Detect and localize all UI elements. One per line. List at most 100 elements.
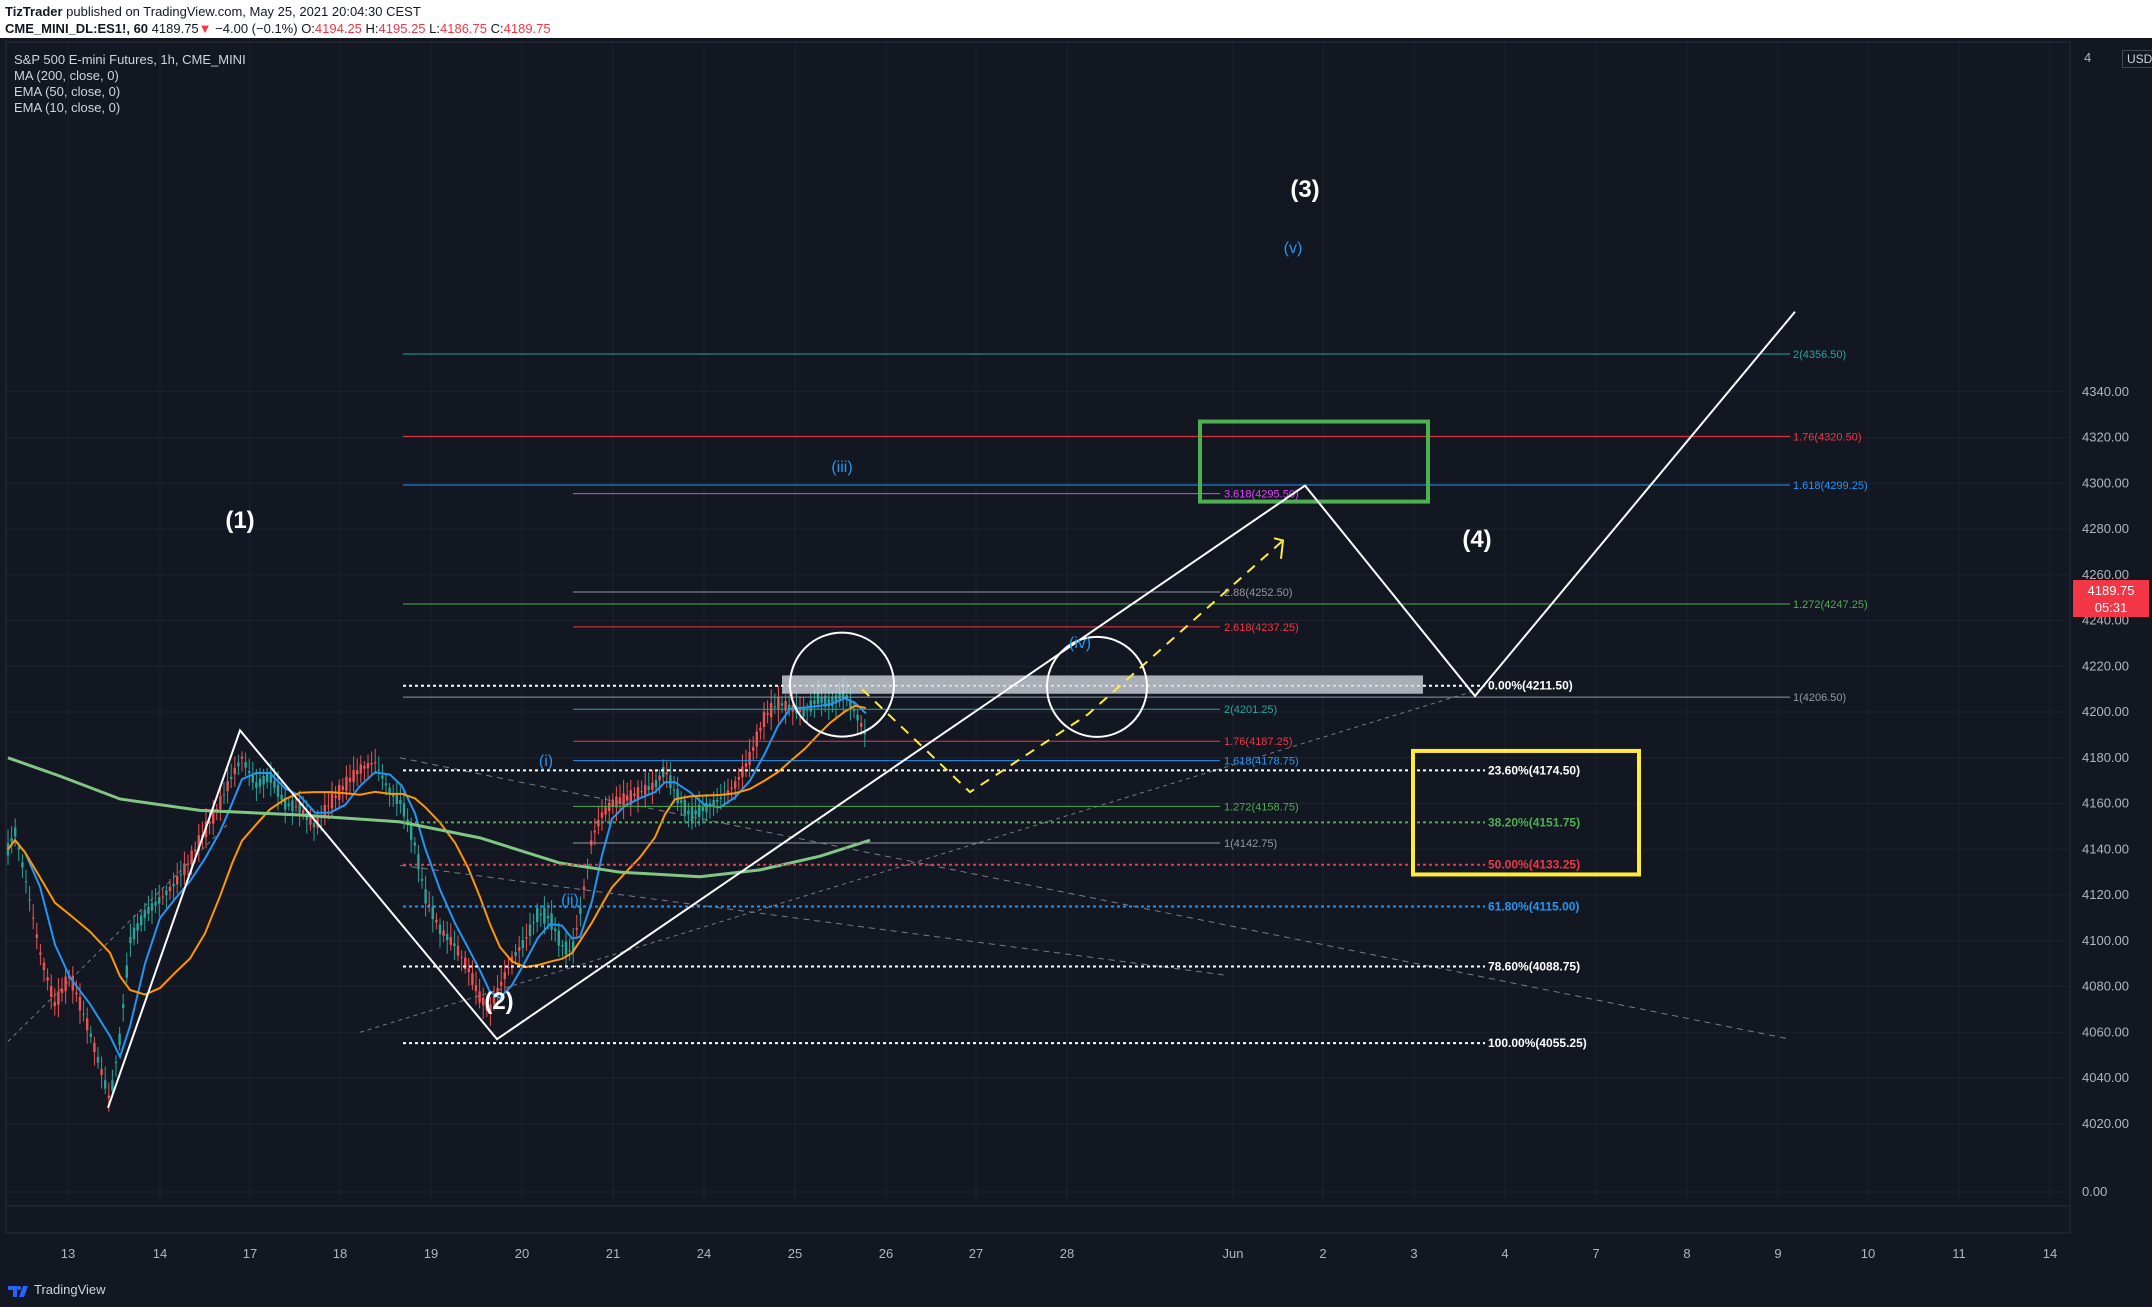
candle-body: [208, 821, 211, 824]
candle-body: [618, 797, 622, 805]
time-tick-label: 4: [1501, 1246, 1508, 1261]
candle-body: [89, 1033, 92, 1037]
highlight-circle: [789, 631, 895, 738]
candle-body: [78, 996, 82, 1011]
candle-body: [100, 1069, 103, 1076]
time-tick-label: 2: [1319, 1246, 1326, 1261]
candle-body: [586, 864, 589, 867]
candle-body: [536, 908, 539, 923]
price-tick-label: 0.00: [2082, 1184, 2107, 1199]
candle-body: [291, 800, 294, 812]
candle-body: [849, 699, 852, 708]
fib-retracement-label: 78.60%(4088.75): [1488, 960, 1580, 974]
candle-body: [780, 703, 784, 706]
candle-body: [770, 702, 773, 718]
time-tick-label: 9: [1774, 1246, 1781, 1261]
time-tick-label: 28: [1060, 1246, 1074, 1261]
candle-body: [197, 835, 200, 852]
candle-body: [284, 797, 287, 810]
time-tick-label: 20: [515, 1246, 529, 1261]
candle-body: [860, 723, 863, 727]
candle-body: [579, 907, 582, 915]
price-tick-label: 4080.00: [2082, 979, 2129, 994]
candle-body: [150, 903, 154, 911]
fib-extension-label: 1.76(4320.50): [1793, 431, 1862, 443]
candle-body: [557, 930, 560, 946]
candle-body: [114, 1062, 118, 1064]
candle-body: [784, 700, 787, 711]
candle-body: [802, 706, 805, 717]
fib-retracement-label: 100.00%(4055.25): [1488, 1036, 1587, 1050]
legend-ema10[interactable]: EMA (10, close, 0): [14, 100, 121, 115]
candle-body: [622, 793, 625, 806]
publisher-name[interactable]: TizTrader: [5, 4, 63, 19]
candle-body: [370, 763, 373, 765]
candle-body: [741, 766, 744, 777]
wave-label: (iii): [831, 459, 852, 476]
candle-body: [168, 886, 172, 892]
candle-body: [604, 807, 607, 815]
candle-body: [165, 890, 168, 896]
fib-subwave-label: 1(4142.75): [1224, 838, 1277, 850]
candle-body: [701, 807, 704, 812]
tradingview-logo[interactable]: TradingView: [8, 1282, 106, 1298]
wave3-target-box: [1198, 419, 1430, 504]
candle-body: [842, 690, 845, 699]
candle-body: [514, 952, 517, 957]
candle-body: [273, 780, 276, 788]
candle-body: [352, 770, 355, 783]
highlight-circle: [1046, 635, 1148, 738]
price-tick-label: 4320.00: [2082, 430, 2129, 445]
candle-body: [798, 709, 802, 713]
candle-body: [413, 842, 416, 846]
candle-body: [132, 927, 136, 940]
price-tick-label: 4: [2084, 50, 2091, 65]
candle-body: [521, 939, 524, 948]
price-tick-label: 4100.00: [2082, 933, 2129, 948]
candle-body: [21, 862, 24, 868]
candle-body: [262, 775, 265, 785]
price-tick-label: 4060.00: [2082, 1024, 2129, 1039]
candle-body: [593, 830, 596, 833]
trendline-dashed: [399, 864, 1226, 976]
candle-body: [276, 784, 280, 797]
candle-body: [298, 803, 301, 813]
candle-body: [14, 827, 17, 837]
candle-body: [525, 937, 528, 939]
time-tick-label: 26: [879, 1246, 893, 1261]
candle-body: [309, 816, 312, 825]
current-price-value: 4189.75: [2087, 583, 2135, 598]
last-price: 4189.75: [151, 21, 199, 36]
candle-body: [834, 695, 838, 704]
price-tick-label: 4140.00: [2082, 841, 2129, 856]
candle-body: [122, 1004, 125, 1009]
legend-ema50[interactable]: EMA (50, close, 0): [14, 84, 121, 99]
candle-body: [500, 981, 503, 986]
candle-body: [71, 975, 74, 991]
candle-body: [744, 763, 748, 767]
candle-body: [633, 793, 636, 796]
candle-body: [125, 965, 128, 978]
candle-body: [453, 943, 456, 947]
candle-body: [680, 800, 683, 803]
currency-badge[interactable]: USD: [2122, 50, 2152, 68]
price-chart[interactable]: 4340.004320.004300.004280.004260.004240.…: [0, 38, 2152, 1272]
fib-subwave-label: 1.272(4158.75): [1224, 801, 1299, 813]
candle-body: [424, 889, 427, 904]
candle-body: [388, 787, 391, 795]
price-tick-label: 4340.00: [2082, 384, 2129, 399]
legend-title[interactable]: S&P 500 E-mini Futures, 1h, CME_MINI: [14, 52, 246, 67]
price-tick-label: 4160.00: [2082, 796, 2129, 811]
candle-body: [856, 714, 859, 721]
candle-body: [107, 1095, 110, 1099]
arrowhead-icon: [1273, 537, 1285, 559]
candle-body: [410, 825, 413, 841]
candle-body: [748, 751, 751, 766]
ema50-line: [7, 704, 867, 996]
candle-body: [676, 788, 679, 804]
candle-body: [60, 988, 64, 993]
candle-body: [147, 906, 150, 914]
candle-body: [456, 945, 460, 956]
legend-ma200[interactable]: MA (200, close, 0): [14, 68, 119, 83]
fib-extension-label: 1.618(4299.25): [1793, 480, 1868, 492]
